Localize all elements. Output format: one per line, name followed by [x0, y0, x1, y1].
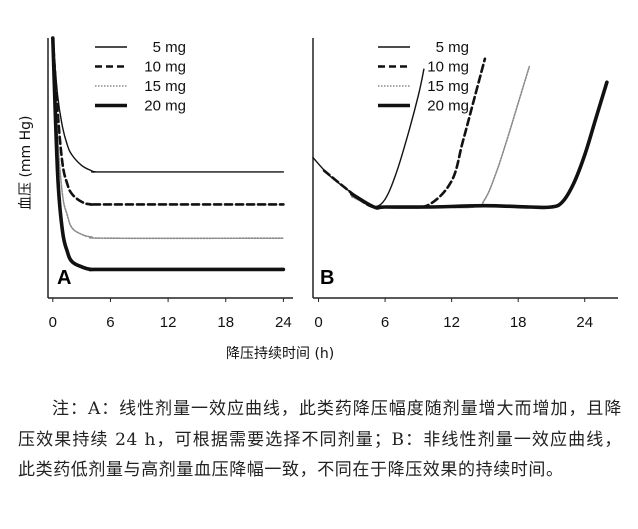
- panel-b-x-tick-label: 0: [314, 314, 322, 331]
- panel-a-x-tick-label: 24: [275, 314, 292, 331]
- panel-b-series-5mg: [312, 68, 425, 208]
- panel-a-label: A: [57, 267, 71, 289]
- panel-b: 0 6 12 18 24 5 mg 10 mg 15 mg 20 mg B: [312, 38, 618, 331]
- panel-a-legend-label: 5 mg: [153, 39, 186, 56]
- panel-b-legend-label: 10 mg: [427, 59, 469, 76]
- y-axis-title: 血压 (mm Hg): [18, 115, 34, 210]
- panel-a-legend-label: 20 mg: [144, 98, 186, 115]
- dose-response-figure: 0 6 12 18 24 5 mg 10 mg 15 mg 20 mg A 0 6 12 18 24 …: [18, 36, 618, 362]
- panel-b-x-tick-label: 12: [443, 314, 460, 331]
- panel-a-x-tick-label: 18: [217, 314, 234, 331]
- panel-b-x-tick-label: 6: [381, 314, 389, 331]
- panel-b-x-tick-label: 24: [576, 314, 593, 331]
- figure-caption: 注：A：线性剂量一效应曲线，此类药降压幅度随剂量增大而增加，且降压效果持续 24…: [18, 399, 622, 480]
- panel-b-legend-label: 5 mg: [436, 39, 469, 56]
- panel-b-x-tick-label: 18: [510, 314, 527, 331]
- panel-a-legend-label: 15 mg: [144, 78, 186, 95]
- panel-b-label: B: [320, 267, 334, 289]
- panel-a-series-10mg: [51, 36, 285, 206]
- panel-b-legend-label: 20 mg: [427, 98, 469, 115]
- panel-b-legend-label: 15 mg: [427, 78, 469, 95]
- panel-a: 0 6 12 18 24 5 mg 10 mg 15 mg 20 mg A: [47, 36, 293, 331]
- panel-a-x-tick-label: 12: [160, 314, 177, 331]
- x-axis-title: 降压持续时间 (h): [226, 345, 334, 362]
- panel-a-series-5mg: [52, 37, 285, 173]
- panel-a-series-15mg: [52, 37, 285, 240]
- panel-a-x-tick-label: 0: [49, 314, 57, 331]
- panel-b-series-20mg: [350, 80, 609, 210]
- panel-a-x-tick-label: 6: [106, 314, 114, 331]
- panel-a-legend-label: 10 mg: [144, 59, 186, 76]
- panel-a-series-20mg: [51, 36, 286, 272]
